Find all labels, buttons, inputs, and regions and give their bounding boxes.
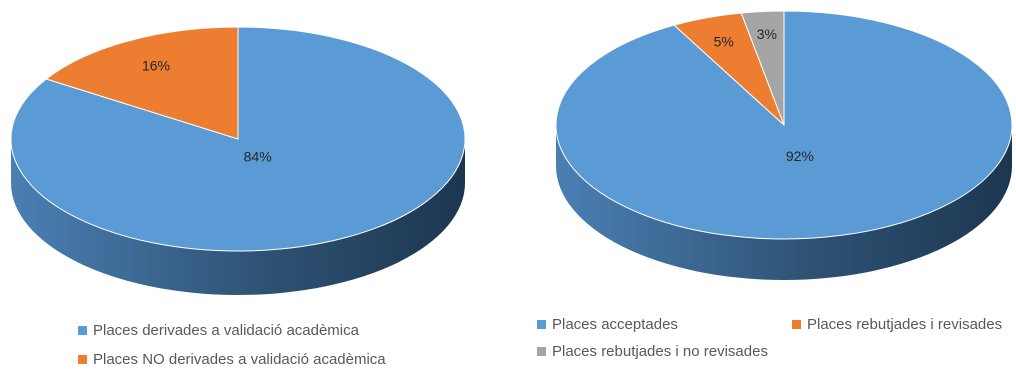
legend-chart-2: Places acceptades Places rebutjades i re… — [537, 316, 1016, 360]
legend-swatch-no-derivades — [78, 355, 87, 364]
pie-chart-1: 84% 16% — [10, 26, 466, 295]
legend-swatch-rebutjades-no-revisades — [537, 347, 546, 356]
legend-swatch-derivades — [78, 326, 87, 335]
legend-label-derivades: Places derivades a validació acadèmica — [93, 322, 359, 339]
legend-label-rebutjades-no-revisades: Places rebutjades i no revisades — [552, 343, 768, 360]
legend-item-rebutjades-revisades: Places rebutjades i revisades — [792, 316, 1002, 333]
chart-2-data-label-2: 3% — [757, 26, 777, 42]
legend-swatch-rebutjades-revisades — [792, 320, 801, 329]
legend-item-derivades: Places derivades a validació acadèmica — [78, 322, 386, 339]
legend-label-rebutjades-revisades: Places rebutjades i revisades — [807, 316, 1003, 333]
pie-chart-2: 92% 5% 3% — [555, 10, 1013, 280]
chart-1-data-label-0: 84% — [244, 149, 272, 165]
chart-1-slice-1 — [45, 26, 239, 140]
legend-swatch-acceptades — [537, 320, 546, 329]
legend-label-acceptades: Places acceptades — [552, 316, 678, 333]
chart-1-data-label-1: 16% — [142, 57, 170, 73]
legend-chart-1: Places derivades a validació acadèmica P… — [78, 322, 386, 368]
legend-item-rebutjades-no-revisades: Places rebutjades i no revisades — [537, 343, 768, 360]
legend-item-acceptades: Places acceptades — [537, 316, 792, 333]
chart-1-side-wall — [11, 139, 465, 295]
legend-item-no-derivades: Places NO derivades a validació acadèmic… — [78, 351, 386, 368]
chart-2-slice-2 — [740, 10, 785, 126]
chart-2-data-label-0: 92% — [786, 148, 814, 164]
chart-2-data-label-1: 5% — [714, 33, 734, 49]
chart-2-side-wall — [556, 125, 1012, 280]
legend-label-no-derivades: Places NO derivades a validació acadèmic… — [93, 351, 386, 368]
